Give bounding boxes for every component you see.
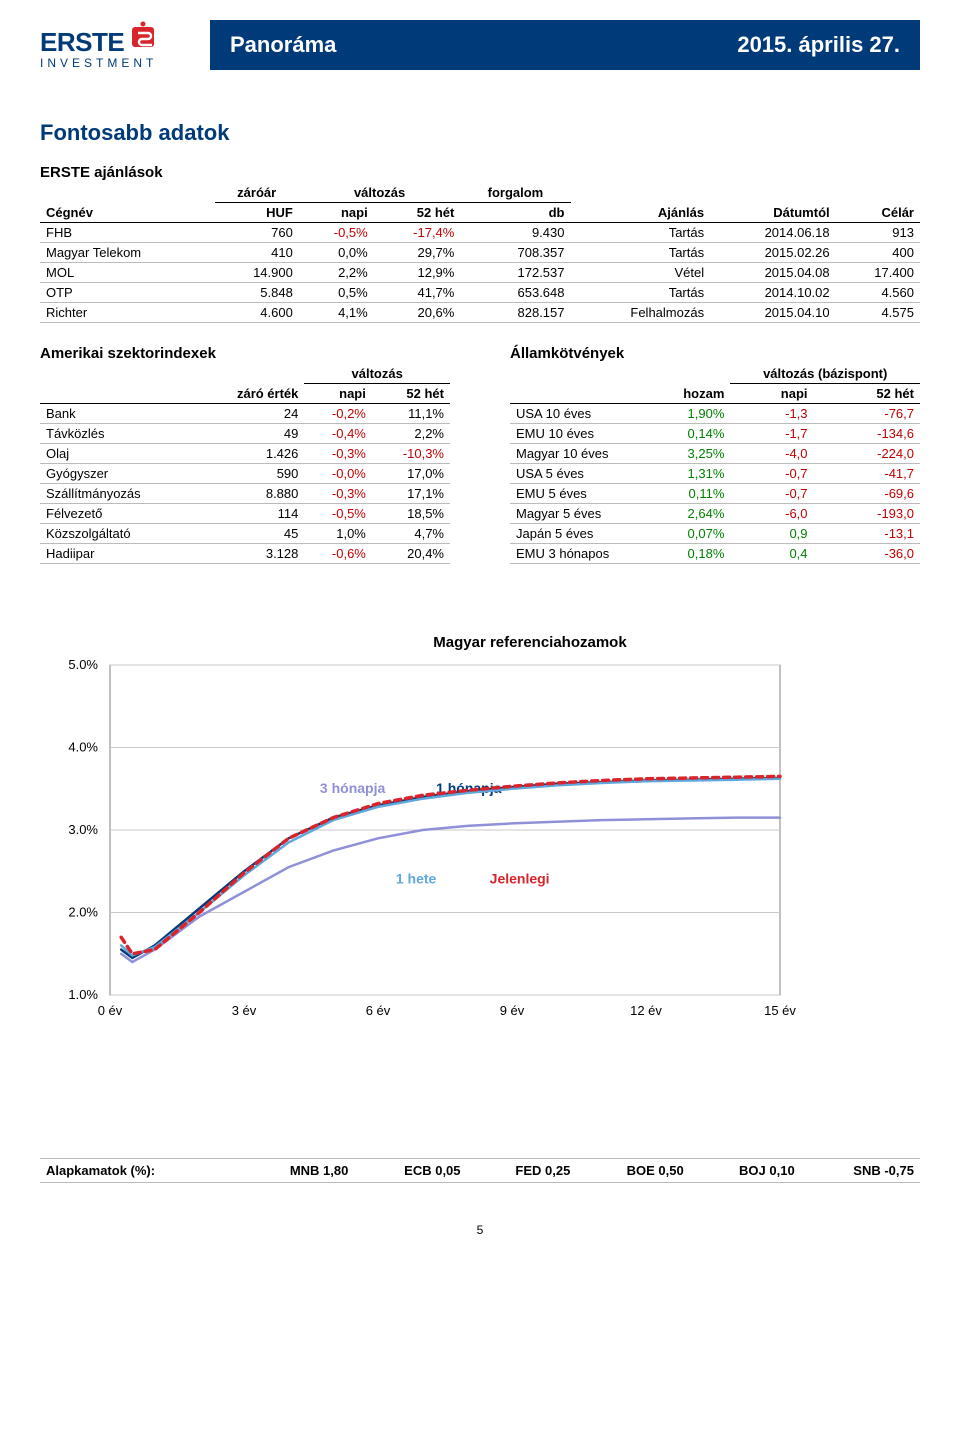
banner-date: 2015. április 27. [737,32,900,58]
logo: ERSTE INVESTMENT [40,21,210,70]
table-row: USA 5 éves1,31%-0,7-41,7 [510,464,920,484]
table-header-cell: HUF [215,203,299,223]
svg-text:12 év: 12 év [630,1003,662,1018]
logo-text-investment: INVESTMENT [40,56,210,70]
table-header-cell: záró érték [197,384,305,404]
svg-text:4.0%: 4.0% [68,740,98,755]
logo-text-erste: ERSTE [40,27,124,58]
table-row: Magyar 10 éves3,25%-4,0-224,0 [510,444,920,464]
svg-text:9 év: 9 év [500,1003,525,1018]
footer-label: Alapkamatok (%): [40,1159,239,1183]
sectors-table: változászáró értéknapi52 hétBank24-0,2%1… [40,364,450,564]
footer-rate: SNB -0,75 [801,1159,920,1183]
table-row: Bank24-0,2%11,1% [40,404,450,424]
svg-text:Jelenlegi: Jelenlegi [490,871,550,887]
svg-text:1 hete: 1 hete [396,871,437,887]
sectors-title: Amerikai szektorindexek [40,345,450,362]
table-row: Japán 5 éves0,07%0,9-13,1 [510,524,920,544]
table-header-cell: napi [299,203,374,223]
svg-text:5.0%: 5.0% [68,657,98,672]
footer-rate: BOJ 0,10 [690,1159,801,1183]
table-row: Gyógyszer590-0,0%17,0% [40,464,450,484]
svg-text:15 év: 15 év [764,1003,796,1018]
table-header-cell: napi [730,384,813,404]
table-row: Richter4.6004,1%20,6%828.157Felhalmozás2… [40,303,920,323]
page-header: ERSTE INVESTMENT Panoráma 2015. április … [40,20,920,70]
table-row: MOL14.9002,2%12,9%172.537Vétel2015.04.08… [40,263,920,283]
table-header-cell: 52 hét [372,384,450,404]
svg-text:3 hónapja: 3 hónapja [320,780,386,796]
table-row: FHB760-0,5%-17,4%9.430Tartás2014.06.1891… [40,223,920,243]
table-row: EMU 3 hónapos0,18%0,4-36,0 [510,544,920,564]
table-header-cell [40,384,197,404]
table-row: Olaj1.426-0,3%-10,3% [40,444,450,464]
footer-rate: ECB 0,05 [354,1159,466,1183]
table-header-cell: Ajánlás [571,203,711,223]
table-row: Magyar Telekom4100,0%29,7%708.357Tartás2… [40,243,920,263]
recs-title: ERSTE ajánlások [40,164,920,181]
logo-s-icon [128,21,158,51]
table-row: EMU 5 éves0,11%-0,7-69,6 [510,484,920,504]
table-row: Szállítmányozás8.880-0,3%17,1% [40,484,450,504]
footer-rates-table: Alapkamatok (%):MNB 1,80ECB 0,05FED 0,25… [40,1158,920,1183]
table-header-cell: hozam [656,384,730,404]
table-header-cell: 52 hét [374,203,461,223]
svg-text:6 év: 6 év [366,1003,391,1018]
table-header-cell: db [460,203,570,223]
svg-text:3 év: 3 év [232,1003,257,1018]
table-row: Közszolgáltató451,0%4,7% [40,524,450,544]
section-title: Fontosabb adatok [40,120,920,146]
table-row: Magyar 5 éves2,64%-6,0-193,0 [510,504,920,524]
footer-rate: BOE 0,50 [576,1159,689,1183]
table-header-cell: Célár [836,203,920,223]
chart-title: Magyar referenciahozamok [140,634,920,651]
table-header-cell: Cégnév [40,203,215,223]
svg-text:2.0%: 2.0% [68,905,98,920]
table-row: Hadiipar3.128-0,6%20,4% [40,544,450,564]
yield-curve-chart: 1.0% 2.0% 3.0% 4.0% 5.0% 0 év 3 év 6 év 9 év 12 é… [40,655,920,1038]
table-row: OTP5.8480,5%41,7%653.648Tartás2014.10.02… [40,283,920,303]
table-header-cell: 52 hét [814,384,920,404]
bonds-title: Államkötvények [510,345,920,362]
table-header-cell: napi [304,384,371,404]
recs-table: záróárváltozásforgalomCégnévHUFnapi52 hé… [40,183,920,323]
table-row: Félvezető114-0,5%18,5% [40,504,450,524]
svg-text:0 év: 0 év [98,1003,123,1018]
table-header-cell [510,384,656,404]
banner: Panoráma 2015. április 27. [210,20,920,70]
banner-title: Panoráma [230,32,336,58]
page-number: 5 [40,1223,920,1237]
footer-rate: MNB 1,80 [239,1159,355,1183]
table-header-cell: Dátumtól [710,203,836,223]
bonds-table: változás (bázispont)hozamnapi52 hétUSA 1… [510,364,920,564]
svg-text:3.0%: 3.0% [68,822,98,837]
footer-rate: FED 0,25 [467,1159,577,1183]
table-row: USA 10 éves1,90%-1,3-76,7 [510,404,920,424]
table-row: EMU 10 éves0,14%-1,7-134,6 [510,424,920,444]
table-row: Távközlés49-0,4%2,2% [40,424,450,444]
svg-text:1.0%: 1.0% [68,987,98,1002]
